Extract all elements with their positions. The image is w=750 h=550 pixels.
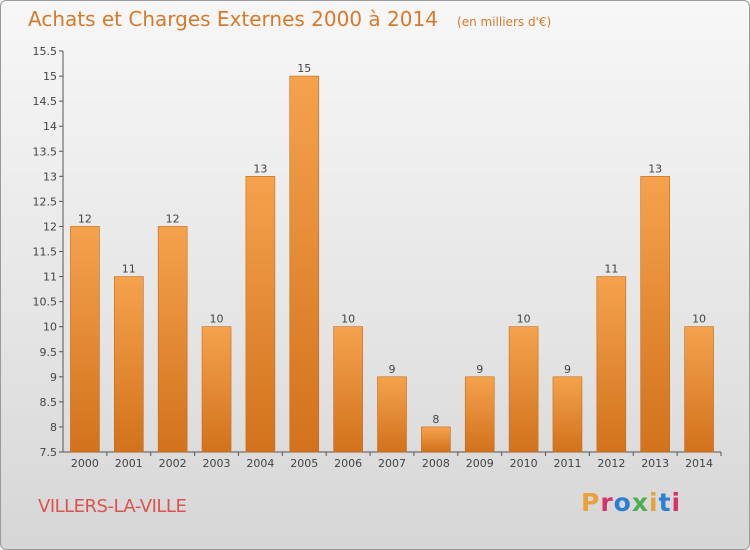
- y-tick-label: 8: [50, 421, 57, 434]
- bar[interactable]: [157, 226, 188, 453]
- y-tick-label: 8.5: [40, 396, 58, 409]
- y-tick-label: 10.5: [33, 296, 58, 309]
- bar-value-label: 10: [210, 313, 224, 326]
- x-tick-label: 2002: [159, 457, 187, 470]
- y-tick-label: 12.5: [33, 195, 58, 208]
- logo-letter: t: [658, 488, 672, 517]
- chart-subtitle: (en milliers d'€): [457, 15, 552, 29]
- bar[interactable]: [289, 75, 320, 453]
- bar[interactable]: [421, 426, 451, 453]
- bar-value-label: 8: [432, 413, 439, 426]
- x-tick-label: 2001: [115, 457, 143, 470]
- x-tick-label: 2008: [422, 457, 450, 470]
- bar[interactable]: [684, 326, 714, 453]
- y-tick-label: 11.5: [33, 246, 58, 259]
- bar[interactable]: [640, 176, 671, 453]
- y-tick-label: 13.5: [33, 145, 58, 158]
- y-tick-label: 11: [43, 271, 57, 284]
- bar[interactable]: [201, 326, 232, 453]
- bar[interactable]: [464, 376, 495, 453]
- x-tick-label: 2000: [71, 457, 99, 470]
- x-tick-label: 2014: [685, 457, 713, 470]
- bar[interactable]: [333, 326, 363, 453]
- bar-value-label: 11: [122, 263, 136, 276]
- logo-letter: i: [649, 488, 659, 517]
- bar-value-label: 12: [78, 212, 92, 225]
- y-tick-label: 9: [50, 371, 57, 384]
- title-block: Achats et Charges Externes 2000 à 2014 (…: [28, 7, 551, 31]
- bar-series: [70, 75, 714, 453]
- bar[interactable]: [508, 326, 539, 453]
- logo-letter: r: [600, 488, 614, 517]
- x-axis: 2000 2001 2002 2003 2004 2005 2006 2007 2008 2009…: [63, 451, 722, 470]
- bar[interactable]: [245, 176, 276, 453]
- y-tick-label: 15: [43, 70, 57, 83]
- logo-letter: x: [631, 488, 649, 517]
- x-tick-label: 2012: [597, 457, 625, 470]
- x-tick-label: 2011: [553, 457, 581, 470]
- bar-value-label: 9: [564, 363, 571, 376]
- x-tick-label: 2006: [334, 457, 362, 470]
- bar-value-label: 12: [166, 212, 180, 225]
- bar-value-label: 9: [476, 363, 483, 376]
- bar-value-label: 13: [648, 162, 662, 175]
- bar-value-label: 13: [253, 162, 267, 175]
- y-tick-label: 7.5: [40, 446, 58, 459]
- logo-letter: i: [671, 488, 682, 517]
- y-tick-label: 13: [43, 170, 57, 183]
- bar-value-label: 10: [517, 313, 531, 326]
- data-labels: 12 11 12 10 13 15 10 9 8 9 10 9 11 13 10: [78, 62, 706, 426]
- bar[interactable]: [377, 376, 407, 453]
- logo-letter: o: [613, 488, 632, 517]
- x-tick-label: 2007: [378, 457, 406, 470]
- bar-value-label: 10: [341, 313, 355, 326]
- bar[interactable]: [70, 226, 100, 453]
- x-tick-label: 2003: [203, 457, 231, 470]
- bar[interactable]: [552, 376, 583, 453]
- bar[interactable]: [114, 276, 144, 453]
- x-tick-label: 2013: [641, 457, 669, 470]
- logo-letter: P: [581, 488, 601, 517]
- y-axis: 7.5 8 8.5 9 9.5 10 10.5 11 11.5 12 12.5 13 13.5 14 14.…: [33, 45, 64, 459]
- x-tick-label: 2004: [246, 457, 274, 470]
- y-tick-label: 14: [43, 120, 57, 133]
- x-tick-label: 2010: [510, 457, 538, 470]
- bar-value-label: 15: [297, 62, 311, 75]
- bar-value-label: 9: [389, 363, 396, 376]
- y-tick-label: 10: [43, 321, 57, 334]
- y-tick-label: 9.5: [40, 346, 58, 359]
- bar[interactable]: [596, 276, 627, 453]
- y-tick-label: 12: [43, 220, 57, 233]
- commune-name: VILLERS-LA-VILLE: [38, 496, 187, 517]
- x-tick-label: 2009: [466, 457, 494, 470]
- bar-value-label: 10: [692, 313, 706, 326]
- bar-value-label: 11: [604, 263, 618, 276]
- proxiti-logo[interactable]: Proxiti: [581, 488, 681, 517]
- y-tick-label: 14.5: [33, 95, 58, 108]
- chart-title: Achats et Charges Externes 2000 à 2014: [28, 7, 438, 31]
- y-tick-label: 15.5: [33, 45, 58, 58]
- x-tick-label: 2005: [290, 457, 318, 470]
